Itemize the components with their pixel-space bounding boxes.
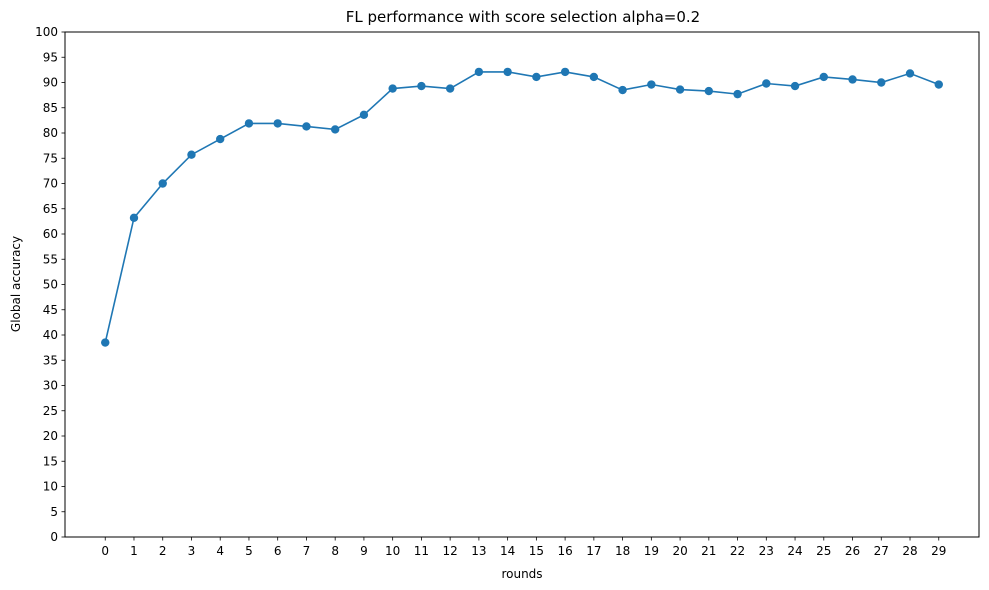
y-tick-label: 80	[43, 126, 58, 140]
x-tick-label: 2	[159, 544, 167, 558]
x-tick-label: 10	[385, 544, 400, 558]
data-point	[532, 72, 541, 82]
series-line	[104, 71, 940, 343]
accuracy-series	[101, 67, 943, 347]
x-tick-label: 20	[672, 544, 687, 558]
data-point	[618, 85, 627, 95]
plot-frame	[64, 31, 980, 538]
data-point	[905, 69, 915, 78]
x-tick-label: 19	[644, 544, 659, 558]
data-point	[273, 119, 282, 128]
data-point	[647, 80, 656, 89]
x-tick-label: 8	[331, 544, 339, 558]
x-axis-label: rounds	[501, 567, 542, 581]
x-tick-label: 13	[471, 544, 486, 558]
x-tick-label: 26	[845, 544, 860, 558]
y-axis-label: Global accuracy	[9, 236, 23, 332]
y-tick-label: 5	[50, 505, 58, 519]
x-tick-label: 9	[360, 544, 368, 558]
data-point	[445, 84, 455, 93]
y-tick-label: 25	[43, 404, 58, 418]
y-tick-label: 50	[43, 278, 58, 292]
x-tick-label: 21	[701, 544, 716, 558]
y-tick-label: 65	[43, 202, 58, 216]
x-tick-label: 29	[931, 544, 946, 558]
x-tick-label: 0	[101, 544, 109, 558]
plot-area	[65, 32, 979, 537]
data-point	[877, 78, 886, 87]
data-point	[129, 213, 139, 223]
data-point	[560, 67, 570, 77]
data-point	[762, 79, 771, 88]
data-point	[302, 122, 311, 131]
data-point	[101, 338, 110, 347]
x-tick-label: 3	[188, 544, 196, 558]
data-point	[187, 150, 196, 159]
x-tick-label: 25	[816, 544, 831, 558]
data-point	[819, 72, 828, 82]
y-tick-label: 75	[43, 151, 58, 165]
data-point	[675, 85, 685, 94]
x-tick-label: 12	[443, 544, 458, 558]
y-tick-label: 20	[43, 429, 58, 443]
y-tick-label: 30	[43, 379, 58, 393]
y-tick-label: 95	[43, 50, 58, 64]
y-tick-label: 55	[43, 252, 58, 266]
data-point	[158, 179, 167, 188]
data-point	[848, 75, 857, 84]
x-tick-label: 23	[759, 544, 774, 558]
x-axis-ticks: 0 1 2 3 4 5 6 7 8 9 10 11 12 13 14 15 16 17 18 19 20 21 22 23 24…	[101, 537, 946, 558]
data-point	[244, 119, 254, 128]
x-tick-label: 4	[216, 544, 224, 558]
data-point	[330, 125, 340, 134]
data-point	[704, 86, 714, 96]
x-tick-label: 16	[557, 544, 572, 558]
x-tick-label: 11	[414, 544, 429, 558]
y-tick-label: 85	[43, 101, 58, 115]
x-tick-label: 28	[902, 544, 917, 558]
data-point	[388, 84, 397, 93]
y-tick-label: 0	[50, 530, 58, 544]
y-tick-label: 10	[43, 480, 58, 494]
x-tick-label: 22	[730, 544, 745, 558]
data-point	[934, 80, 943, 89]
y-tick-label: 40	[43, 328, 58, 342]
x-tick-label: 1	[130, 544, 138, 558]
x-tick-label: 18	[615, 544, 630, 558]
x-tick-label: 15	[529, 544, 544, 558]
x-tick-label: 24	[787, 544, 802, 558]
x-tick-label: 7	[303, 544, 311, 558]
y-tick-label: 70	[43, 177, 58, 191]
x-tick-label: 5	[245, 544, 253, 558]
chart-title: FL performance with score selection alph…	[346, 8, 700, 26]
data-point	[733, 89, 742, 99]
data-point	[359, 110, 369, 120]
y-tick-label: 35	[43, 353, 58, 367]
x-tick-label: 17	[586, 544, 601, 558]
data-point	[474, 67, 484, 77]
y-tick-label: 60	[43, 227, 58, 241]
x-tick-label: 6	[274, 544, 282, 558]
data-point	[790, 81, 800, 91]
y-tick-label: 15	[43, 454, 58, 468]
y-tick-label: 90	[43, 76, 58, 90]
x-tick-label: 27	[874, 544, 889, 558]
data-point	[503, 67, 512, 77]
x-tick-label: 14	[500, 544, 515, 558]
y-tick-label: 45	[43, 303, 58, 317]
y-tick-label: 100	[35, 25, 58, 39]
data-point	[589, 72, 599, 82]
data-point	[417, 81, 426, 91]
y-axis-ticks: 0 5 10 15 20 25 30 35 40 45 50 55 60 65 70 75 80 85 90 95 10…	[35, 25, 65, 544]
data-point	[216, 134, 225, 144]
